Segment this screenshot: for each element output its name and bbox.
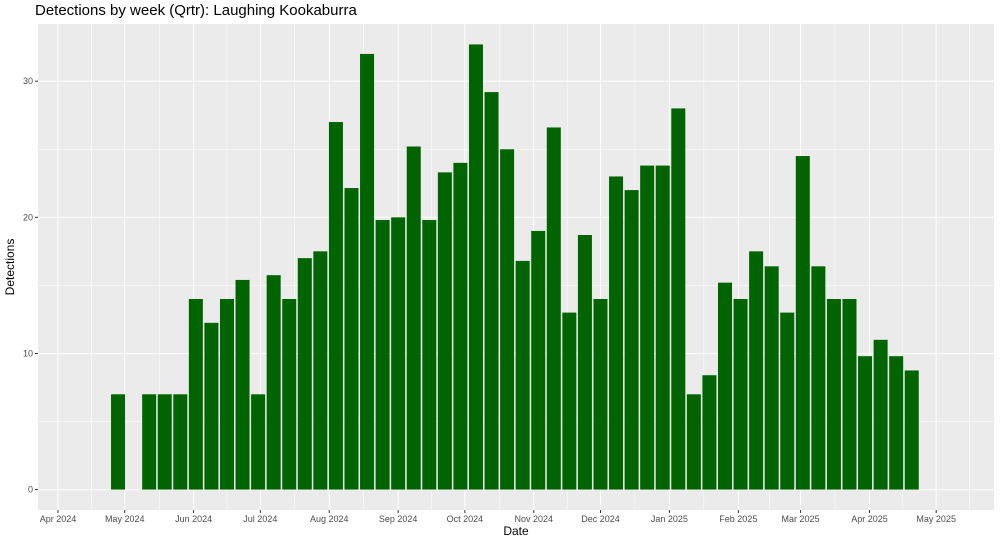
bar xyxy=(391,217,406,490)
bar xyxy=(500,149,515,490)
bar xyxy=(313,251,328,490)
x-tick-label: Jan 2025 xyxy=(651,514,688,524)
x-tick-label: Aug 2024 xyxy=(310,514,349,524)
bar xyxy=(858,356,873,490)
bar xyxy=(515,260,530,490)
bar xyxy=(609,176,624,490)
bar xyxy=(157,394,172,490)
bar xyxy=(328,122,343,490)
y-tick-label: 10 xyxy=(23,348,33,358)
bar xyxy=(702,375,717,490)
bar xyxy=(406,146,421,490)
bar xyxy=(764,266,779,490)
bar xyxy=(873,339,888,490)
bar xyxy=(671,108,686,490)
y-axis-title: Detections xyxy=(3,239,17,296)
bar xyxy=(422,220,437,490)
bar xyxy=(811,266,826,490)
bar xyxy=(375,220,390,490)
bar xyxy=(437,172,452,490)
x-tick-label: Mar 2025 xyxy=(782,514,820,524)
bar xyxy=(344,188,359,490)
bar xyxy=(577,235,592,490)
bar xyxy=(142,394,157,490)
chart-title: Detections by week (Qrtr): Laughing Kook… xyxy=(35,2,357,19)
bar xyxy=(297,258,312,490)
bar xyxy=(795,156,810,490)
bar xyxy=(826,298,841,490)
y-tick-label: 0 xyxy=(28,485,33,495)
bar xyxy=(546,127,561,490)
bar xyxy=(655,165,670,490)
bar xyxy=(531,230,546,490)
bar xyxy=(889,356,904,490)
bar xyxy=(624,190,639,490)
bar xyxy=(484,92,499,490)
bar xyxy=(235,279,250,490)
bar xyxy=(453,162,468,490)
bar xyxy=(173,394,188,490)
x-tick-label: Apr 2024 xyxy=(40,514,77,524)
x-tick-label: Sep 2024 xyxy=(379,514,418,524)
x-axis-title: Date xyxy=(503,524,529,538)
bars xyxy=(111,44,919,490)
x-tick-label: Nov 2024 xyxy=(515,514,554,524)
x-axis: Apr 2024 May 2024 Jun 2024 Jul 2024 Aug 2024… xyxy=(40,510,956,524)
x-tick-label: Feb 2025 xyxy=(719,514,757,524)
x-tick-label: Jul 2024 xyxy=(243,514,277,524)
bar xyxy=(780,312,795,490)
bar xyxy=(266,275,281,490)
bar xyxy=(468,44,483,490)
y-axis: 0 10 20 30 xyxy=(23,76,38,495)
bar xyxy=(219,298,234,490)
bar xyxy=(188,298,203,490)
bar xyxy=(904,370,919,490)
x-tick-label: Oct 2024 xyxy=(447,514,484,524)
bar xyxy=(593,298,608,490)
x-tick-label: May 2024 xyxy=(105,514,145,524)
x-tick-label: Jun 2024 xyxy=(175,514,212,524)
x-tick-label: May 2025 xyxy=(916,514,956,524)
y-tick-label: 20 xyxy=(23,212,33,222)
bar xyxy=(686,394,701,490)
bar xyxy=(733,298,748,490)
bar xyxy=(717,282,732,490)
bar xyxy=(749,251,764,490)
bar xyxy=(562,312,577,490)
bar xyxy=(251,394,266,490)
bar xyxy=(282,298,297,490)
bar xyxy=(360,53,375,490)
bar xyxy=(842,298,857,490)
bar xyxy=(640,165,655,490)
x-tick-label: Apr 2025 xyxy=(851,514,888,524)
y-tick-label: 30 xyxy=(23,76,33,86)
bar xyxy=(204,322,219,490)
bar xyxy=(111,394,126,490)
x-tick-label: Dec 2024 xyxy=(581,514,620,524)
